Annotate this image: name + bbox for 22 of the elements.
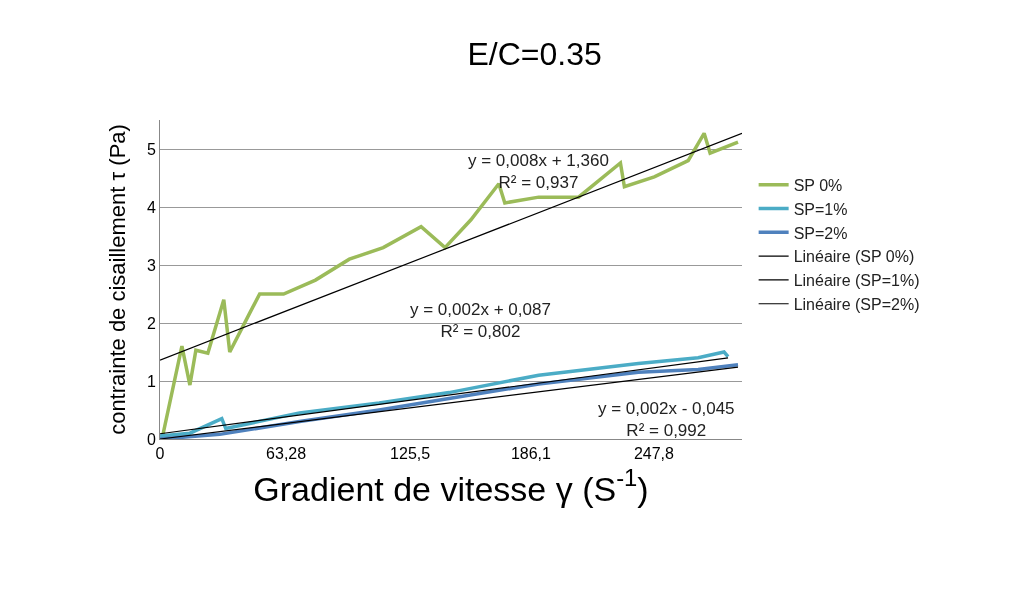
legend-label: SP=1% bbox=[793, 200, 848, 218]
x-tick-label: 125,5 bbox=[390, 445, 431, 463]
y-tick-label: 4 bbox=[146, 198, 156, 216]
legend-label: Linéaire (SP 0%) bbox=[793, 248, 915, 266]
x-axis-title: Gradient de vitesse γ (S$^{-1}$) bbox=[253, 464, 649, 508]
legend-label: Linéaire (SP=1%) bbox=[793, 272, 920, 290]
legend-label: SP=2% bbox=[793, 224, 848, 242]
x-tick-label: 247,8 bbox=[633, 445, 675, 463]
chart-title: E/C=0.35 bbox=[467, 35, 602, 72]
y-tick-label: 0 bbox=[146, 430, 156, 448]
y-tick-label: 2 bbox=[146, 314, 156, 332]
y-axis-title: contrainte de cisaillement τ (Pa) bbox=[104, 124, 130, 435]
y-tick-label: 5 bbox=[146, 140, 156, 158]
y-tick-label: 3 bbox=[146, 256, 156, 274]
legend-label: Linéaire (SP=2%) bbox=[793, 295, 920, 313]
annotation: y = 0,002x - 0,045 R² = 0,992 bbox=[598, 399, 735, 441]
annotation: y = 0,008x + 1,360 R² = 0,937 bbox=[468, 151, 609, 193]
x-tick-label: 186,1 bbox=[510, 445, 552, 463]
annotation: y = 0,002x + 0,087 R² = 0,802 bbox=[410, 300, 551, 342]
x-tick-label: 63,28 bbox=[266, 445, 307, 463]
y-tick-label: 1 bbox=[146, 372, 156, 390]
legend-label: SP 0% bbox=[793, 176, 843, 194]
